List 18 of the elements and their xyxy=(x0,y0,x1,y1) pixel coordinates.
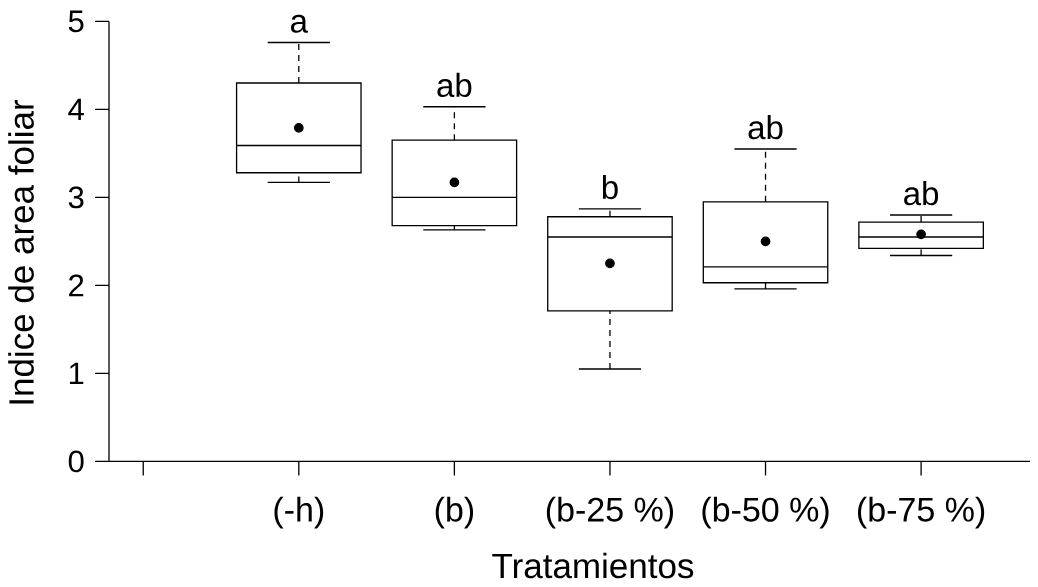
x-axis-title: Tratamientos xyxy=(492,552,694,579)
x-tick-label: (b) xyxy=(435,496,474,529)
y-tick-label: 5 xyxy=(68,10,84,33)
y-tick-label: 4 xyxy=(68,98,84,121)
y-axis-title: Indice de area foliar xyxy=(8,99,34,404)
y-tick-label: 2 xyxy=(69,274,84,297)
x-tick-label: (-h) xyxy=(274,496,324,529)
annotation: b xyxy=(602,174,618,200)
y-tick-label: 1 xyxy=(69,362,84,385)
annotation: ab xyxy=(437,72,472,98)
x-tick-label: (b-75 %) xyxy=(858,496,985,529)
x-tick-label: (b-25 %) xyxy=(546,496,673,529)
annotation: a xyxy=(291,14,308,33)
annotation: ab xyxy=(904,181,939,206)
x-tick-label: (b-50 %) xyxy=(702,496,829,529)
annotation: ab xyxy=(748,115,783,140)
y-tick-label: 0 xyxy=(68,450,84,473)
y-tick-label: 3 xyxy=(68,186,84,209)
